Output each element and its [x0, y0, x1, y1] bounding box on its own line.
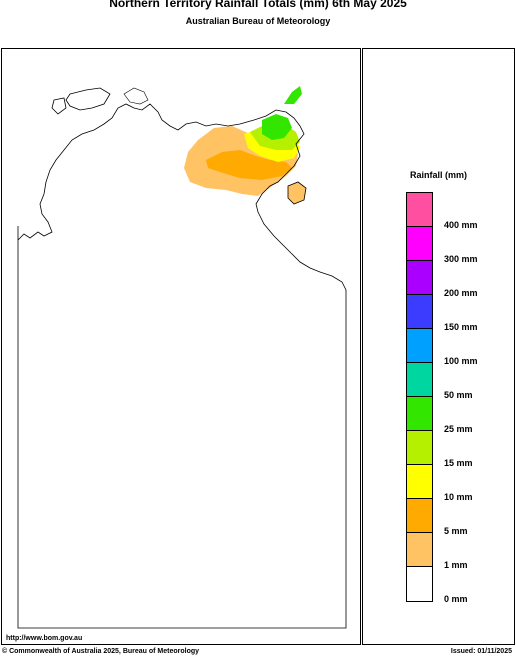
legend-swatch: [407, 193, 432, 227]
legend-swatch: [407, 465, 432, 499]
legend-swatch: [407, 261, 432, 295]
legend-swatch: [407, 329, 432, 363]
legend-swatch: [407, 533, 432, 567]
legend-tick-label: 100 mm: [444, 356, 478, 366]
legend-swatch: [407, 499, 432, 533]
legend-swatch: [407, 363, 432, 397]
rainfall-area-25mm: [262, 114, 292, 140]
map-subtitle: Australian Bureau of Meteorology: [185, 16, 331, 26]
legend-tick-label: 400 mm: [444, 220, 478, 230]
legend-tick-label: 50 mm: [444, 390, 473, 400]
legend-title: Rainfall (mm): [410, 170, 468, 180]
bathurst-island-outline: [51, 97, 67, 115]
legend-swatch: [407, 295, 432, 329]
groote-island-outline: [287, 181, 307, 205]
map-panel: [1, 48, 361, 645]
legend-color-bar: [406, 192, 433, 602]
footer-copyright: © Commonwealth of Australia 2025, Bureau…: [2, 648, 200, 655]
legend-tick-label: 5 mm: [444, 526, 468, 536]
rainfall-area-25mm-island: [284, 86, 302, 104]
territory-outline: [17, 103, 347, 629]
melville-island-outline: [65, 87, 111, 111]
legend-tick-label: 300 mm: [444, 254, 478, 264]
legend-swatch: [407, 227, 432, 261]
legend-tick-label: 150 mm: [444, 322, 478, 332]
legend-tick-label: 0 mm: [444, 594, 468, 604]
footer-url[interactable]: http://www.bom.gov.au: [6, 635, 83, 642]
rainfall-area-1mm-east: [288, 182, 306, 204]
legend-tick-label: 1 mm: [444, 560, 468, 570]
legend-tick-label: 10 mm: [444, 492, 473, 502]
legend-swatch: [407, 567, 432, 601]
legend-tick-label: 200 mm: [444, 288, 478, 298]
rainfall-area-5mm: [206, 150, 292, 180]
legend-panel: [362, 48, 515, 645]
gulf-coast-outline: [123, 87, 149, 105]
map-title: Northern Territory Rainfall Totals (mm) …: [109, 0, 407, 10]
footer-issued-date: Issued: 01/11/2025: [450, 648, 512, 655]
legend-tick-label: 15 mm: [444, 458, 473, 468]
legend-tick-label: 25 mm: [444, 424, 473, 434]
legend-swatch: [407, 397, 432, 431]
legend-swatch: [407, 431, 432, 465]
